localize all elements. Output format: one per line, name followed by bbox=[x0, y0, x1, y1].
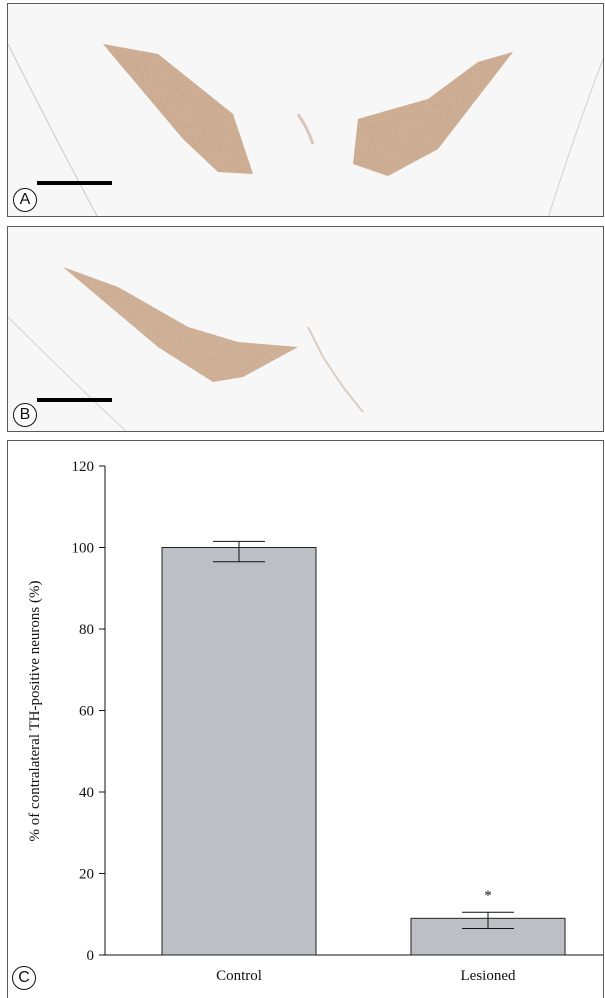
bar-chart: 0 20 40 60 80 100 120 * Control Lesioned % of c… bbox=[27, 459, 603, 984]
micrograph-panel-b: B bbox=[7, 226, 604, 432]
micrograph-panel-a: A bbox=[7, 3, 604, 217]
y-tick-label: 0 bbox=[87, 948, 95, 964]
micrograph-a-image bbox=[8, 4, 603, 216]
x-tick-label: Control bbox=[216, 968, 262, 984]
y-tick-label: 40 bbox=[79, 785, 94, 801]
panel-label-a: A bbox=[13, 188, 37, 212]
micrograph-b-image bbox=[8, 227, 603, 431]
y-tick-label: 100 bbox=[72, 541, 95, 557]
y-tick-label: 60 bbox=[79, 704, 94, 720]
y-tick-label: 80 bbox=[79, 622, 94, 638]
panel-label-b: B bbox=[13, 403, 37, 427]
x-tick-label: Lesioned bbox=[461, 968, 516, 984]
significance-marker: * bbox=[484, 888, 492, 904]
y-tick-label: 120 bbox=[72, 459, 95, 475]
scale-bar-b bbox=[37, 398, 112, 402]
y-tick-label: 20 bbox=[79, 867, 94, 883]
panel-label-c: C bbox=[12, 966, 36, 990]
bar-chart-panel-c: 0 20 40 60 80 100 120 * Control Lesioned % of c… bbox=[7, 440, 604, 998]
bar-control bbox=[161, 547, 317, 956]
scale-bar-a bbox=[37, 181, 112, 185]
y-axis-label: % of contralateral TH-positive neurons (… bbox=[27, 581, 43, 842]
